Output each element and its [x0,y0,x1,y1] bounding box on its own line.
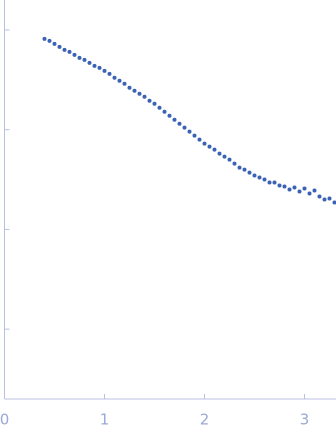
point [157,105,162,110]
point [267,180,272,185]
point [322,197,327,202]
point [272,180,277,185]
point [182,125,187,130]
x-tick-label: 3 [300,411,310,429]
point [42,36,47,41]
x-tick-label: 0 [0,411,9,429]
point [227,157,232,162]
point [62,47,67,52]
point [232,161,237,166]
point [192,133,197,138]
point [297,189,302,194]
point [112,75,117,80]
point [317,194,322,199]
point [217,151,222,156]
point [167,113,172,118]
point [92,63,97,68]
point [212,147,217,152]
point [177,121,182,126]
point [122,81,127,86]
point [97,65,102,70]
point [162,109,167,114]
point [332,200,336,205]
point [197,137,202,142]
x-tick-label: 1 [100,411,110,429]
point [237,165,242,170]
x-tick-label: 2 [200,411,210,429]
point [252,173,257,178]
point [292,185,297,190]
point [257,175,262,180]
point [282,184,287,189]
point [327,196,332,201]
point [312,188,317,193]
point [277,183,282,188]
point [52,41,57,46]
point [287,187,292,192]
point [222,154,227,159]
point [102,68,107,73]
point [57,44,62,49]
point [77,55,82,60]
point [147,98,152,103]
point [302,186,307,191]
point [117,78,122,83]
point [132,88,137,93]
point [307,191,312,196]
point [207,144,212,149]
point [127,85,132,90]
point [87,60,92,65]
point [107,71,112,76]
point [82,57,87,62]
point [202,141,207,146]
point [172,117,177,122]
point [187,129,192,134]
point [242,167,247,172]
point [142,94,147,99]
point [247,170,252,175]
point [262,177,267,182]
point [67,49,72,54]
point [152,101,157,106]
point [47,38,52,43]
point [72,52,77,57]
point [137,91,142,96]
